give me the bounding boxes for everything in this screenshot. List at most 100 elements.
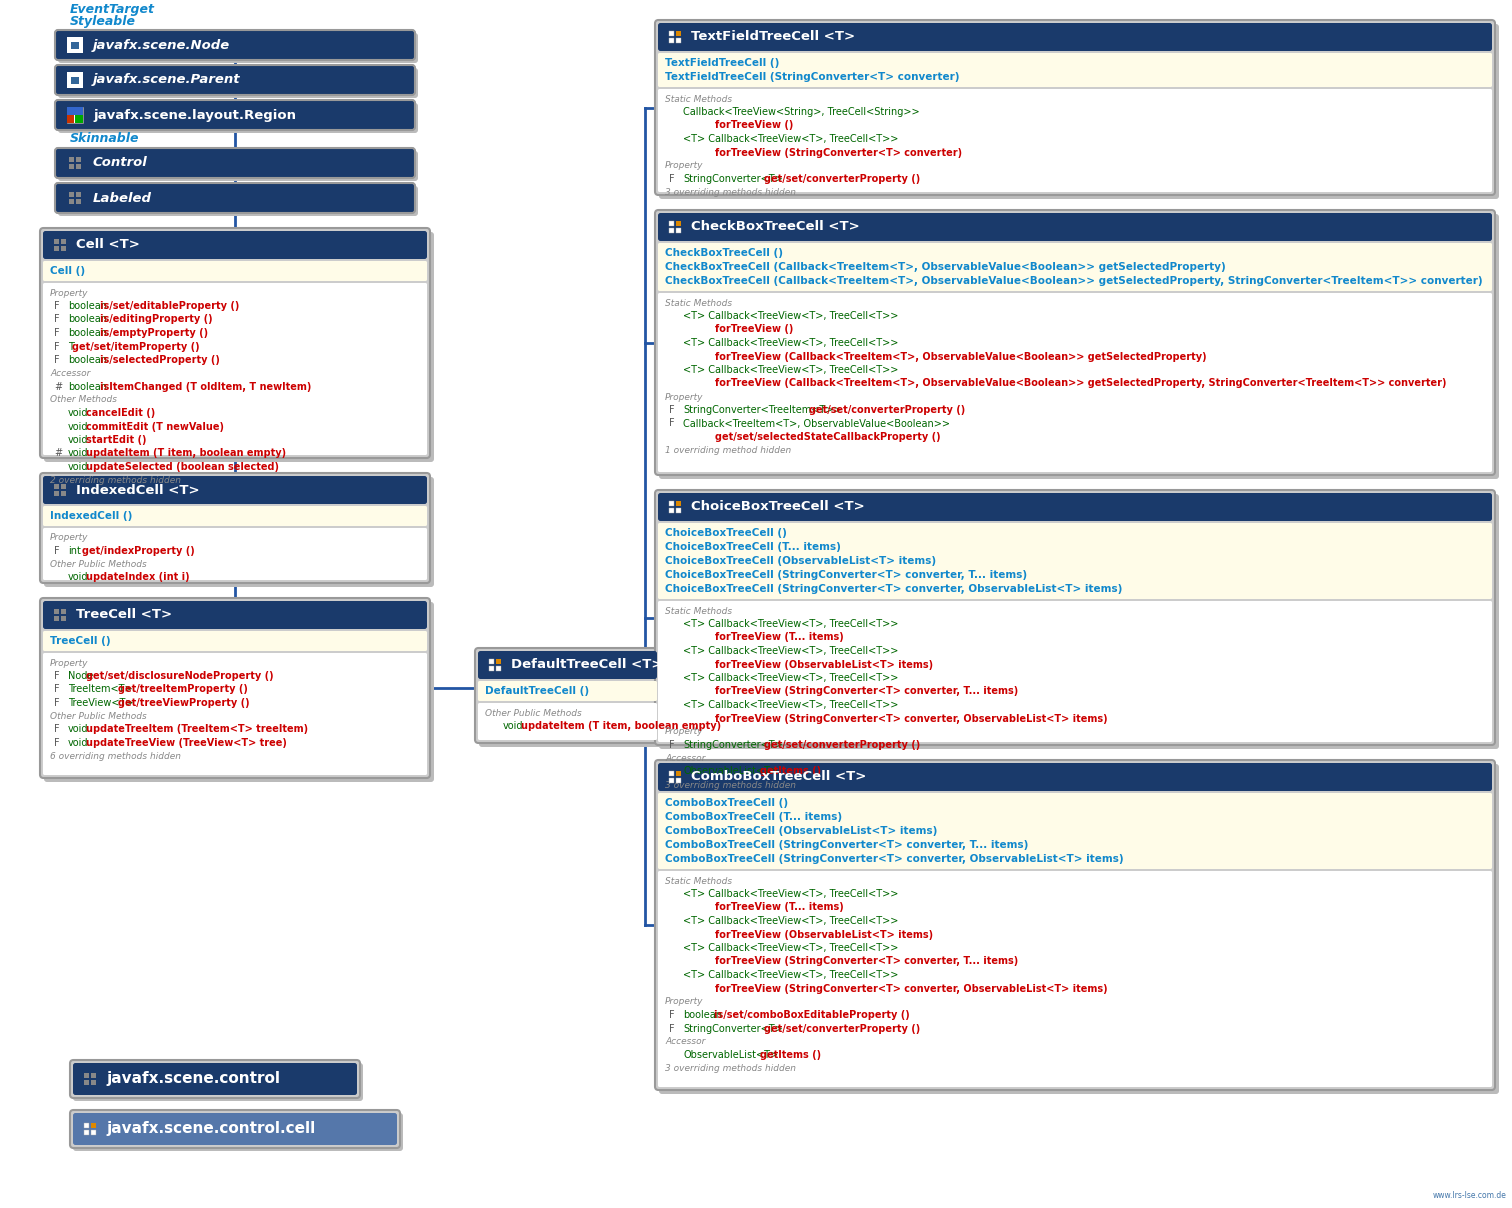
FancyBboxPatch shape — [44, 477, 434, 587]
FancyBboxPatch shape — [658, 243, 1492, 291]
Text: <T> Callback<TreeView<T>, TreeCell<T>>: <T> Callback<TreeView<T>, TreeCell<T>> — [683, 365, 898, 374]
FancyBboxPatch shape — [658, 602, 1492, 742]
Text: Control: Control — [94, 157, 148, 169]
Text: TextFieldTreeCell (): TextFieldTreeCell () — [665, 58, 779, 68]
FancyBboxPatch shape — [478, 681, 658, 701]
Text: Accessor: Accessor — [665, 754, 706, 763]
Text: void: void — [503, 721, 523, 731]
Text: boolean: boolean — [683, 1010, 723, 1020]
FancyBboxPatch shape — [659, 24, 1498, 199]
Text: F: F — [54, 314, 59, 325]
FancyBboxPatch shape — [658, 763, 1492, 791]
Text: boolean: boolean — [68, 382, 107, 391]
Text: <T> Callback<TreeView<T>, TreeCell<T>>: <T> Callback<TreeView<T>, TreeCell<T>> — [683, 618, 898, 629]
Text: updateItem (T item, boolean empty): updateItem (T item, boolean empty) — [86, 448, 286, 459]
Text: void: void — [68, 461, 89, 472]
Bar — [668, 501, 674, 506]
Text: get/indexProperty (): get/indexProperty () — [82, 546, 194, 556]
Bar — [91, 1080, 95, 1085]
Bar — [676, 31, 680, 36]
Text: T: T — [68, 342, 74, 352]
Text: ChoiceBoxTreeCell (StringConverter<T> converter, T... items): ChoiceBoxTreeCell (StringConverter<T> co… — [665, 570, 1027, 580]
Text: is/set/comboBoxEditableProperty (): is/set/comboBoxEditableProperty () — [715, 1010, 910, 1020]
Text: F: F — [54, 698, 59, 708]
Text: Property: Property — [50, 534, 89, 542]
Bar — [60, 239, 67, 244]
Text: 3 overriding methods hidden: 3 overriding methods hidden — [665, 780, 795, 790]
FancyBboxPatch shape — [42, 261, 426, 281]
Text: DefaultTreeCell <T>: DefaultTreeCell <T> — [511, 658, 662, 672]
Text: get/treeItemProperty (): get/treeItemProperty () — [118, 685, 248, 695]
Text: javafx.scene.Parent: javafx.scene.Parent — [94, 74, 240, 87]
Text: boolean: boolean — [68, 355, 107, 365]
Text: ComboBoxTreeCell (ObservableList<T> items): ComboBoxTreeCell (ObservableList<T> item… — [665, 826, 937, 836]
Text: 6 overriding methods hidden: 6 overriding methods hidden — [50, 753, 181, 761]
Text: forTreeView (StringConverter<T> converter, T... items): forTreeView (StringConverter<T> converte… — [715, 686, 1018, 697]
Text: Property: Property — [50, 658, 89, 668]
Text: ChoiceBoxTreeCell (StringConverter<T> converter, ObservableList<T> items): ChoiceBoxTreeCell (StringConverter<T> co… — [665, 583, 1122, 594]
Bar — [67, 37, 83, 53]
FancyBboxPatch shape — [478, 703, 658, 741]
Text: StringConverter<T>: StringConverter<T> — [683, 174, 783, 184]
FancyBboxPatch shape — [57, 186, 417, 216]
Text: Callback<TreeItem<T>, ObservableValue<Boolean>>: Callback<TreeItem<T>, ObservableValue<Bo… — [683, 418, 950, 429]
Text: javafx.scene.Node: javafx.scene.Node — [94, 39, 230, 52]
Text: forTreeView (Callback<TreeItem<T>, ObservableValue<Boolean>> getSelectedProperty: forTreeView (Callback<TreeItem<T>, Obser… — [715, 352, 1207, 361]
Text: Labeled: Labeled — [94, 192, 153, 204]
Text: TreeCell (): TreeCell () — [50, 635, 110, 646]
Bar — [76, 157, 82, 162]
Bar — [60, 609, 67, 614]
FancyBboxPatch shape — [658, 523, 1492, 599]
Text: Property: Property — [665, 393, 703, 401]
FancyBboxPatch shape — [479, 652, 664, 747]
Text: Node: Node — [68, 670, 94, 681]
Text: Skinnable: Skinnable — [70, 132, 139, 145]
Bar — [676, 509, 680, 513]
Text: <T> Callback<TreeView<T>, TreeCell<T>>: <T> Callback<TreeView<T>, TreeCell<T>> — [683, 943, 898, 953]
FancyBboxPatch shape — [70, 1059, 360, 1098]
Bar — [54, 609, 59, 614]
Text: Other Public Methods: Other Public Methods — [50, 712, 147, 721]
Text: Static Methods: Static Methods — [665, 94, 732, 104]
Text: is/selectedProperty (): is/selectedProperty () — [100, 355, 219, 365]
Text: javafx.scene.control: javafx.scene.control — [106, 1071, 280, 1086]
Text: forTreeView (StringConverter<T> converter, ObservableList<T> items): forTreeView (StringConverter<T> converte… — [715, 714, 1108, 724]
Bar — [67, 108, 83, 115]
Text: F: F — [668, 741, 674, 750]
Text: StringConverter<T>: StringConverter<T> — [683, 741, 783, 750]
Text: Accessor: Accessor — [665, 1038, 706, 1046]
FancyBboxPatch shape — [54, 182, 414, 213]
Text: boolean: boolean — [68, 314, 107, 325]
Text: get/set/converterProperty (): get/set/converterProperty () — [809, 405, 965, 416]
Text: Static Methods: Static Methods — [665, 298, 732, 308]
Text: void: void — [68, 725, 89, 734]
Text: F: F — [54, 670, 59, 681]
Bar — [76, 192, 82, 197]
Bar — [676, 228, 680, 233]
Bar — [71, 42, 79, 50]
Text: <T> Callback<TreeView<T>, TreeCell<T>>: <T> Callback<TreeView<T>, TreeCell<T>> — [683, 673, 898, 683]
Text: F: F — [54, 738, 59, 748]
FancyBboxPatch shape — [655, 21, 1495, 194]
Text: TreeItem<T>: TreeItem<T> — [68, 685, 133, 695]
Text: get/set/converterProperty (): get/set/converterProperty () — [764, 174, 921, 184]
Text: isItemChanged (T oldItem, T newItem): isItemChanged (T oldItem, T newItem) — [100, 382, 311, 391]
Text: ChoiceBoxTreeCell <T>: ChoiceBoxTreeCell <T> — [691, 500, 865, 513]
Text: StringConverter<TreeItem<T>>: StringConverter<TreeItem<T>> — [683, 405, 842, 416]
Bar — [668, 31, 674, 36]
Text: #: # — [54, 382, 62, 391]
Bar — [668, 771, 674, 776]
Text: ChoiceBoxTreeCell (ObservableList<T> items): ChoiceBoxTreeCell (ObservableList<T> ite… — [665, 556, 936, 567]
Bar — [496, 660, 500, 664]
FancyBboxPatch shape — [73, 1063, 357, 1094]
Text: Property: Property — [665, 727, 703, 737]
Text: F: F — [54, 546, 59, 556]
FancyBboxPatch shape — [42, 476, 426, 504]
Text: Other Public Methods: Other Public Methods — [485, 709, 582, 718]
FancyBboxPatch shape — [54, 65, 414, 95]
FancyBboxPatch shape — [54, 100, 414, 130]
Text: www.lrs-lse.com.de: www.lrs-lse.com.de — [1433, 1191, 1507, 1200]
FancyBboxPatch shape — [655, 490, 1495, 745]
FancyBboxPatch shape — [658, 53, 1492, 87]
Text: StringConverter<T>: StringConverter<T> — [683, 1023, 783, 1034]
